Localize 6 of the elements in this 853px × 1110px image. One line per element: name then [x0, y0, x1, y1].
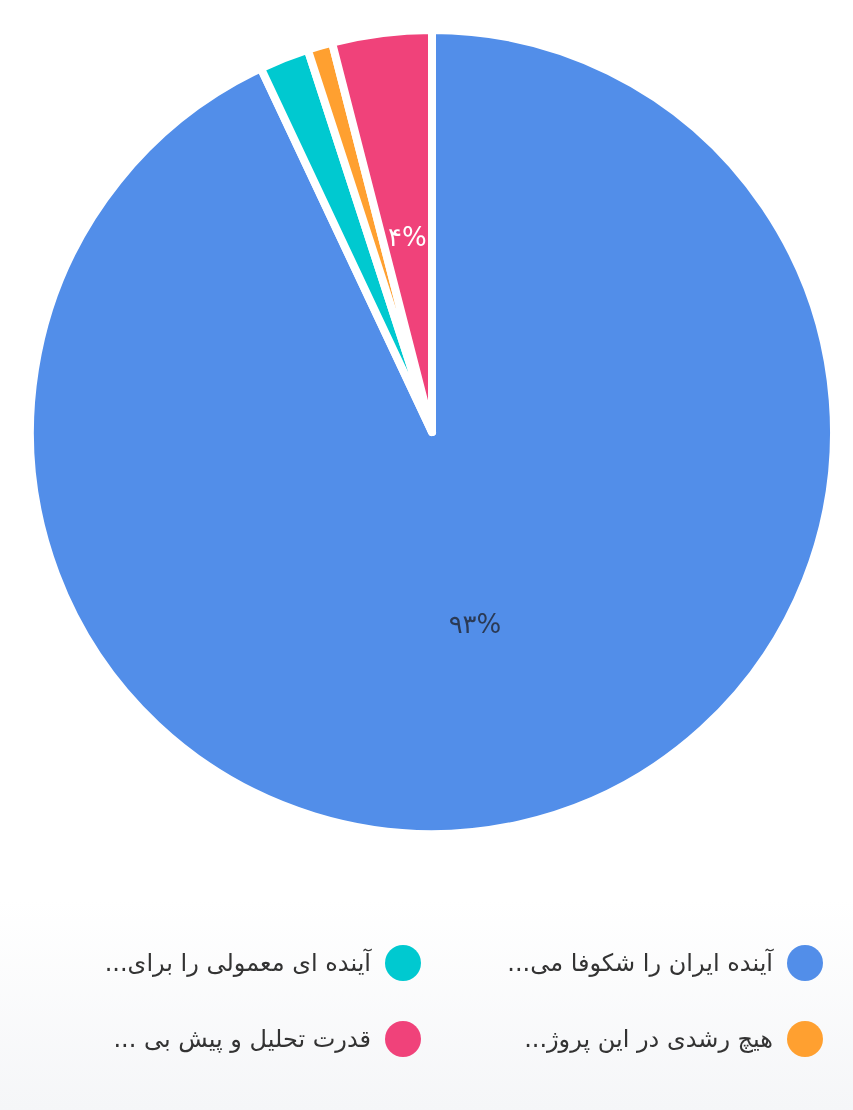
legend-label: هیچ رشدی در این پروژ... [524, 1025, 773, 1053]
legend-label: قدرت تحلیل و پیش بی ... [113, 1025, 371, 1053]
legend-label: آینده ای معمولی را برای... [104, 949, 371, 977]
slice-label: آینده ایران را شکوفا می... [507, 949, 773, 977]
data-label: ۹۳% [448, 609, 502, 640]
data-label: ۴% [387, 221, 427, 252]
